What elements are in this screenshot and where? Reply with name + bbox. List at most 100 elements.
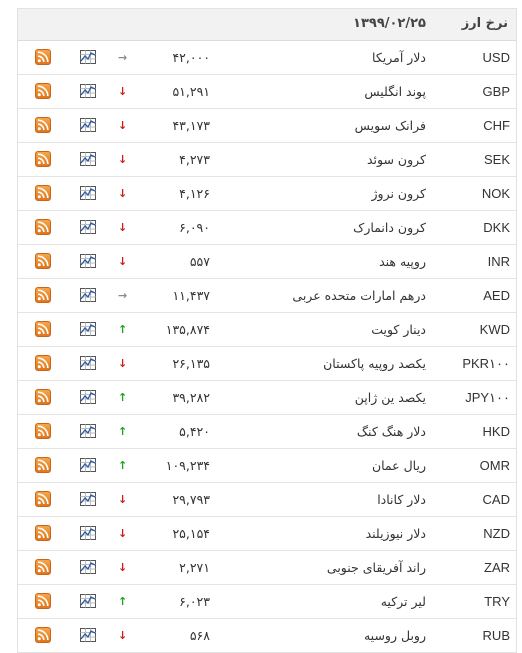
line-chart-icon[interactable] bbox=[80, 594, 96, 608]
currency-name: یکصد ین ژاپن bbox=[354, 390, 426, 405]
line-chart-icon[interactable] bbox=[80, 424, 96, 438]
table-row: TRY لیر ترکیه ۶,۰۲۳ ↑ bbox=[18, 585, 516, 619]
table-row: SEK کرون سوئد ۴,۲۷۳ ↓ bbox=[18, 143, 516, 177]
table-body: USD دلار آمریکا ۴۲,۰۰۰ → GBP پوند انگلیس… bbox=[18, 41, 516, 652]
currency-price: ۲۹,۷۹۳ bbox=[172, 492, 210, 507]
arrow-down-icon: ↓ bbox=[118, 561, 128, 574]
currency-code: OMR bbox=[479, 458, 510, 473]
table-row: HKD دلار هنگ کنگ ۵,۴۲۰ ↑ bbox=[18, 415, 516, 449]
currency-code: DKK bbox=[483, 220, 510, 235]
rss-feed-icon[interactable] bbox=[35, 593, 51, 609]
table-row: JPY۱۰۰ یکصد ین ژاپن ۳۹,۲۸۲ ↑ bbox=[18, 381, 516, 415]
arrow-right-icon: → bbox=[118, 289, 128, 302]
line-chart-icon[interactable] bbox=[80, 356, 96, 370]
table-row: AED درهم امارات متحده عربی ۱۱,۴۳۷ → bbox=[18, 279, 516, 313]
arrow-up-icon: ↑ bbox=[118, 391, 128, 404]
line-chart-icon[interactable] bbox=[80, 390, 96, 404]
rss-feed-icon[interactable] bbox=[35, 559, 51, 575]
rss-feed-icon[interactable] bbox=[35, 457, 51, 473]
currency-price: ۲۶,۱۳۵ bbox=[172, 356, 210, 371]
currency-price: ۴,۱۲۶ bbox=[179, 186, 210, 201]
currency-code: CHF bbox=[483, 118, 510, 133]
currency-price: ۴,۲۷۳ bbox=[179, 152, 210, 167]
table-row: PKR۱۰۰ یکصد روپیه پاکستان ۲۶,۱۳۵ ↓ bbox=[18, 347, 516, 381]
table-header: نرخ ارز ۱۳۹۹/۰۲/۲۵ bbox=[18, 9, 516, 41]
arrow-down-icon: ↓ bbox=[118, 629, 128, 642]
currency-price: ۵۶۸ bbox=[189, 628, 210, 643]
line-chart-icon[interactable] bbox=[80, 254, 96, 268]
rss-feed-icon[interactable] bbox=[35, 355, 51, 371]
table-row: KWD دینار کویت ۱۳۵,۸۷۴ ↑ bbox=[18, 313, 516, 347]
arrow-down-icon: ↓ bbox=[118, 527, 128, 540]
line-chart-icon[interactable] bbox=[80, 220, 96, 234]
currency-price: ۵۵۷ bbox=[189, 254, 210, 269]
line-chart-icon[interactable] bbox=[80, 152, 96, 166]
currency-name: دینار کویت bbox=[371, 322, 426, 337]
currency-code: ZAR bbox=[484, 560, 510, 575]
line-chart-icon[interactable] bbox=[80, 322, 96, 336]
currency-name: دلار هنگ کنگ bbox=[356, 424, 426, 439]
currency-name: کرون سوئد bbox=[366, 152, 426, 167]
arrow-down-icon: ↓ bbox=[118, 493, 128, 506]
table-row: NZD دلار نیوزیلند ۲۵,۱۵۴ ↓ bbox=[18, 517, 516, 551]
line-chart-icon[interactable] bbox=[80, 84, 96, 98]
rss-feed-icon[interactable] bbox=[35, 287, 51, 303]
currency-name: دلار نیوزیلند bbox=[365, 526, 426, 541]
rss-feed-icon[interactable] bbox=[35, 83, 51, 99]
currency-price: ۴۲,۰۰۰ bbox=[172, 50, 210, 65]
arrow-down-icon: ↓ bbox=[118, 221, 128, 234]
rss-feed-icon[interactable] bbox=[35, 49, 51, 65]
currency-code: SEK bbox=[483, 152, 510, 167]
line-chart-icon[interactable] bbox=[80, 492, 96, 506]
table-row: CHF فرانک سویس ۴۳,۱۷۳ ↓ bbox=[18, 109, 516, 143]
line-chart-icon[interactable] bbox=[80, 186, 96, 200]
table-row: CAD دلار کانادا ۲۹,۷۹۳ ↓ bbox=[18, 483, 516, 517]
currency-code: PKR۱۰۰ bbox=[462, 356, 510, 371]
rss-feed-icon[interactable] bbox=[35, 185, 51, 201]
line-chart-icon[interactable] bbox=[80, 50, 96, 64]
rates-date: ۱۳۹۹/۰۲/۲۵ bbox=[353, 16, 426, 31]
table-row: NOK کرون نروژ ۴,۱۲۶ ↓ bbox=[18, 177, 516, 211]
currency-code: CAD bbox=[482, 492, 510, 507]
line-chart-icon[interactable] bbox=[80, 560, 96, 574]
line-chart-icon[interactable] bbox=[80, 458, 96, 472]
currency-code: RUB bbox=[482, 628, 510, 643]
currency-name: یکصد روپیه پاکستان bbox=[323, 356, 426, 371]
arrow-down-icon: ↓ bbox=[118, 85, 128, 98]
line-chart-icon[interactable] bbox=[80, 118, 96, 132]
currency-price: ۱۱,۴۳۷ bbox=[172, 288, 210, 303]
currency-price: ۱۰۹,۲۳۴ bbox=[165, 458, 210, 473]
currency-price: ۶,۰۲۳ bbox=[179, 594, 210, 609]
table-row: INR روپیه هند ۵۵۷ ↓ bbox=[18, 245, 516, 279]
currency-name: پوند انگلیس bbox=[364, 84, 426, 99]
rss-feed-icon[interactable] bbox=[35, 423, 51, 439]
currency-price: ۶,۰۹۰ bbox=[179, 220, 210, 235]
table-title: نرخ ارز bbox=[461, 16, 508, 31]
rss-feed-icon[interactable] bbox=[35, 321, 51, 337]
rss-feed-icon[interactable] bbox=[35, 253, 51, 269]
line-chart-icon[interactable] bbox=[80, 288, 96, 302]
arrow-up-icon: ↑ bbox=[118, 459, 128, 472]
currency-name: درهم امارات متحده عربی bbox=[292, 288, 426, 303]
rss-feed-icon[interactable] bbox=[35, 219, 51, 235]
table-row: USD دلار آمریکا ۴۲,۰۰۰ → bbox=[18, 41, 516, 75]
currency-rates-table: نرخ ارز ۱۳۹۹/۰۲/۲۵ USD دلار آمریکا ۴۲,۰۰… bbox=[17, 8, 517, 653]
rss-feed-icon[interactable] bbox=[35, 627, 51, 643]
currency-name: دلار کانادا bbox=[377, 492, 426, 507]
rss-feed-icon[interactable] bbox=[35, 117, 51, 133]
currency-price: ۳۹,۲۸۲ bbox=[172, 390, 210, 405]
currency-name: فرانک سویس bbox=[354, 118, 426, 133]
rss-feed-icon[interactable] bbox=[35, 151, 51, 167]
arrow-up-icon: ↑ bbox=[118, 323, 128, 336]
currency-code: NOK bbox=[481, 186, 510, 201]
currency-price: ۵۱,۲۹۱ bbox=[172, 84, 210, 99]
currency-name: ریال عمان bbox=[371, 458, 426, 473]
rss-feed-icon[interactable] bbox=[35, 491, 51, 507]
rss-feed-icon[interactable] bbox=[35, 525, 51, 541]
currency-price: ۱۳۵,۸۷۴ bbox=[165, 322, 210, 337]
currency-price: ۲۵,۱۵۴ bbox=[172, 526, 210, 541]
line-chart-icon[interactable] bbox=[80, 526, 96, 540]
rss-feed-icon[interactable] bbox=[35, 389, 51, 405]
currency-code: KWD bbox=[479, 322, 510, 337]
line-chart-icon[interactable] bbox=[80, 628, 96, 642]
